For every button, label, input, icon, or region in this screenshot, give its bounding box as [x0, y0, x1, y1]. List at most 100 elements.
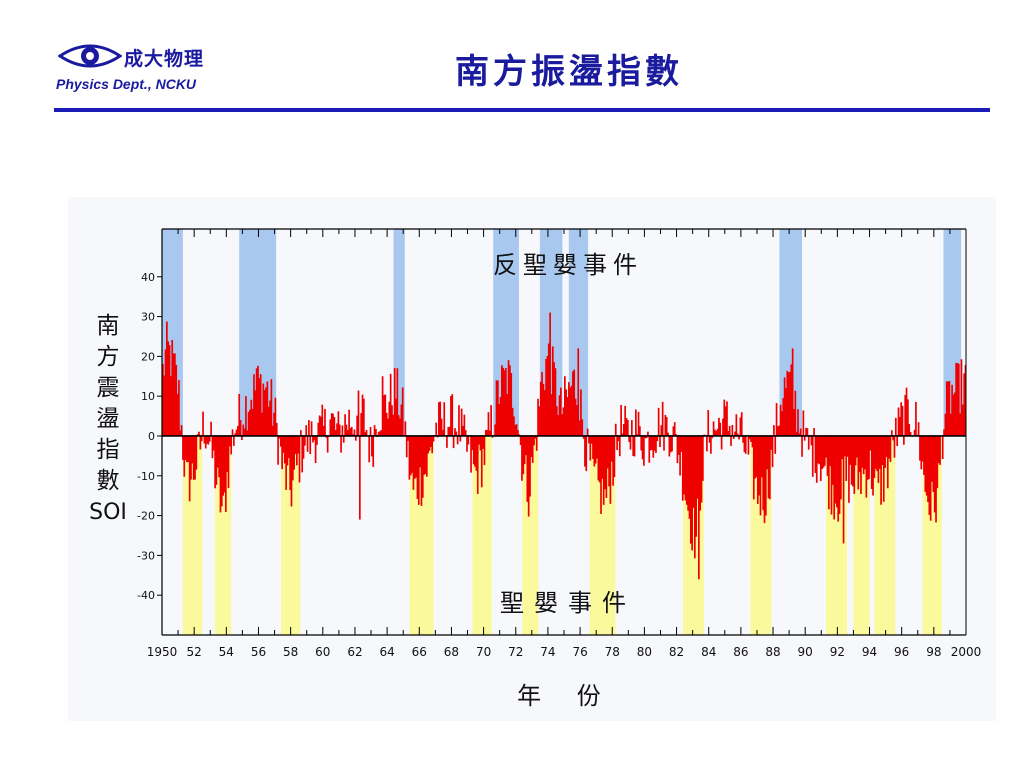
- soi-bar: [945, 381, 948, 436]
- soi-bar: [199, 435, 202, 450]
- soi-bar: [375, 429, 377, 436]
- soi-bar: [893, 435, 896, 458]
- soi-bar: [601, 435, 604, 479]
- soi-bar: [742, 435, 744, 443]
- soi-bar: [518, 434, 521, 436]
- soi-bar: [885, 435, 888, 457]
- soi-bar: [274, 397, 277, 436]
- soi-bar: [543, 390, 546, 436]
- y-tick-label: -40: [137, 589, 155, 602]
- soi-bar: [400, 404, 403, 436]
- soi-bar: [344, 414, 346, 436]
- soi-bar: [687, 435, 689, 511]
- soi-bar: [340, 435, 342, 453]
- x-tick-label: 66: [412, 645, 427, 659]
- soi-bar: [419, 435, 421, 468]
- soi-bar: [963, 373, 966, 436]
- soi-bar: [336, 423, 338, 436]
- x-tick-label: 60: [315, 645, 330, 659]
- soi-bar: [685, 435, 688, 505]
- soi-bar: [677, 435, 680, 455]
- x-tick-label: 62: [347, 645, 362, 659]
- soi-bar: [285, 435, 287, 490]
- soi-bar: [580, 389, 582, 436]
- soi-bar: [190, 435, 192, 480]
- soi-bar: [876, 435, 878, 472]
- soi-bar: [767, 435, 770, 499]
- soi-bar: [549, 312, 551, 436]
- soi-bar: [880, 435, 882, 505]
- soi-bar: [622, 424, 625, 436]
- soi-bar: [569, 387, 572, 436]
- soi-bar: [719, 422, 722, 436]
- soi-bar: [555, 406, 558, 436]
- x-tick-label: 76: [572, 645, 587, 659]
- soi-bar: [696, 435, 699, 499]
- soi-bar: [574, 398, 577, 436]
- soi-bar: [606, 435, 609, 469]
- soi-bar: [929, 435, 932, 521]
- soi-bar: [907, 399, 909, 436]
- soi-bar: [621, 433, 624, 436]
- soi-bar: [635, 409, 637, 436]
- soi-bar: [273, 412, 275, 436]
- soi-bar: [509, 365, 511, 436]
- soi-bar: [350, 426, 353, 436]
- soi-bar: [562, 407, 565, 436]
- soi-bar: [653, 435, 656, 451]
- soi-bar: [412, 435, 415, 490]
- soi-bar: [823, 435, 826, 466]
- soi-bar: [462, 425, 464, 436]
- soi-bar: [639, 426, 641, 436]
- soi-bar: [882, 435, 885, 502]
- x-tick-label: 70: [476, 645, 491, 659]
- soi-bar: [535, 435, 538, 451]
- soi-bar: [811, 435, 814, 477]
- soi-bar: [227, 435, 230, 489]
- soi-bar: [743, 435, 746, 453]
- soi-bar: [204, 435, 207, 449]
- soi-bar: [537, 398, 539, 436]
- x-tick-label: 98: [926, 645, 941, 659]
- soi-bar: [755, 435, 758, 478]
- soi-bar: [636, 434, 639, 436]
- soi-bar: [224, 435, 227, 513]
- soi-bar: [487, 412, 490, 436]
- soi-bar: [925, 435, 928, 496]
- y-axis-title-char: 方: [97, 344, 120, 370]
- la-nina-band-2: [393, 229, 405, 436]
- soi-bar: [558, 395, 561, 436]
- soi-bar: [526, 435, 529, 502]
- soi-bar: [675, 434, 677, 436]
- soi-bar: [479, 435, 482, 451]
- soi-bar: [174, 353, 176, 436]
- el-nino-band-1: [215, 435, 232, 635]
- soi-bar: [170, 376, 172, 436]
- soi-bar: [830, 435, 833, 515]
- soi-bar: [200, 435, 203, 442]
- x-tick-label: 64: [379, 645, 394, 659]
- soi-bar: [904, 394, 907, 436]
- header-rule: [54, 108, 990, 112]
- soi-bar: [952, 394, 955, 436]
- axis-ticks: [157, 229, 967, 635]
- soi-bar: [756, 435, 759, 504]
- soi-bar: [289, 435, 291, 491]
- eye-logo-icon: [58, 44, 122, 68]
- soi-bar: [734, 431, 736, 436]
- x-axis-title: 年 份: [517, 682, 615, 710]
- soi-bar: [614, 423, 617, 436]
- soi-bar: [371, 435, 373, 457]
- soi-bar: [220, 435, 223, 507]
- soi-bar: [913, 429, 916, 436]
- soi-bar: [655, 435, 657, 453]
- soi-bar: [841, 435, 844, 460]
- soi-bar: [286, 435, 289, 466]
- soi-bar: [491, 435, 494, 438]
- soi-bar: [827, 435, 830, 510]
- soi-bar: [752, 435, 755, 500]
- soi-bar: [237, 425, 239, 436]
- soi-bar: [874, 435, 877, 469]
- soi-bar: [417, 435, 420, 505]
- soi-bar: [253, 374, 255, 436]
